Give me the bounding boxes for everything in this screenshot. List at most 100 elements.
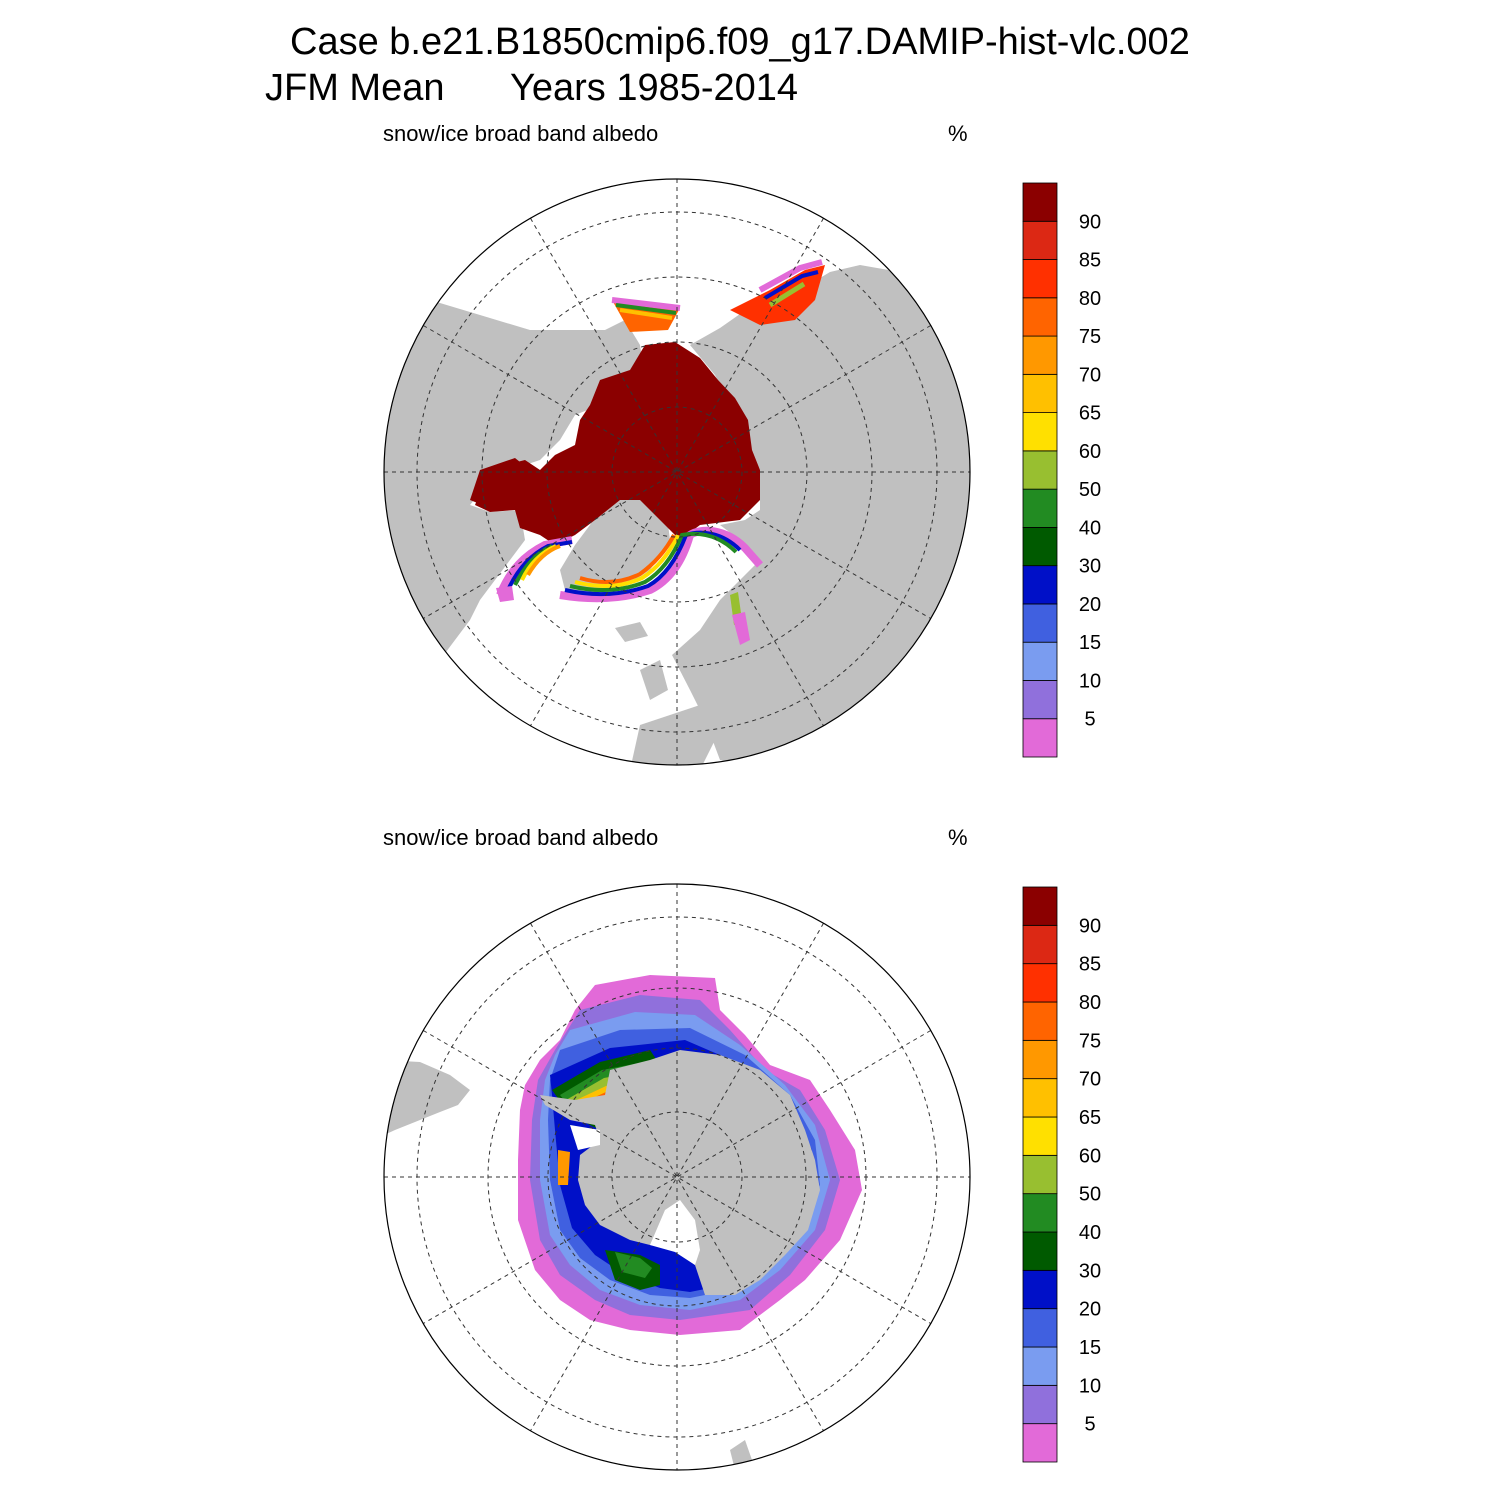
north-colorbar-tick-label: 40 <box>1079 517 1101 539</box>
british-isles-land <box>640 660 668 700</box>
barents-band-80 <box>579 534 676 585</box>
south-graticule <box>384 884 970 1470</box>
south-colorbar-tick-label: 40 <box>1079 1222 1101 1244</box>
barents-band-60 <box>574 534 680 589</box>
south-colorbar: 5 10 15 20 30 40 50 60 65 70 75 80 85 90 <box>1022 886 1101 1463</box>
south-colorbar-swatch <box>1022 1001 1058 1041</box>
barents-band-5 <box>559 526 763 603</box>
north-colorbar-swatch <box>1022 373 1058 414</box>
ross-ice-50 <box>615 1252 652 1278</box>
bering-band-70 <box>619 308 673 320</box>
barents-band-50 <box>569 531 738 593</box>
north-colorbar-tick-label: 80 <box>1079 288 1101 310</box>
north-colorbar-tick-label: 75 <box>1079 326 1101 348</box>
south-colorbar-tick-label: 15 <box>1079 1337 1101 1359</box>
south-colorbar-swatch <box>1022 1346 1058 1386</box>
north-land <box>384 265 970 765</box>
okhotsk-band-5 <box>758 259 823 293</box>
ross-ice-shelf <box>650 1200 700 1265</box>
north-colorbar-tick-label: 90 <box>1079 211 1101 233</box>
south-colorbar-swatch <box>1022 1193 1058 1233</box>
south-colorbar-swatch <box>1022 1269 1058 1310</box>
north-america-land <box>384 300 645 700</box>
north-colorbar-swatch <box>1022 297 1058 337</box>
south-sea-ice <box>518 975 862 1335</box>
north-colorbar-swatch <box>1022 412 1058 452</box>
bellingshausen-ice-75 <box>558 1150 570 1185</box>
okhotsk-band-30 <box>763 270 819 300</box>
north-colorbar-swatch <box>1022 641 1058 681</box>
south-colorbar-swatch <box>1022 1116 1058 1156</box>
okhotsk-ice <box>730 265 825 325</box>
north-colorbar-swatch <box>1022 220 1058 260</box>
south-colorbar-swatch <box>1022 1384 1058 1425</box>
st-lawrence-ice <box>496 586 514 602</box>
okhotsk-band-60 <box>768 281 806 308</box>
south-panel-variable: snow/ice broad band albedo <box>383 825 659 850</box>
antarctica-land <box>540 1050 820 1295</box>
ronne-ice-shelf <box>570 1125 600 1150</box>
north-colorbar-swatch <box>1022 718 1058 758</box>
north-colorbar-swatch <box>1022 182 1058 222</box>
north-colorbar-tick-label: 85 <box>1079 250 1101 272</box>
north-panel-variable: snow/ice broad band albedo <box>383 121 659 146</box>
north-panel-units: % <box>948 121 968 146</box>
south-colorbar-tick-label: 75 <box>1079 1030 1101 1052</box>
north-colorbar-tick-label: 5 <box>1084 709 1095 731</box>
north-colorbar-tick-label: 60 <box>1079 441 1101 463</box>
south-colorbar-tick-label: 5 <box>1084 1414 1095 1436</box>
north-colorbar: 5 10 15 20 30 40 50 60 65 70 75 80 85 90 <box>1022 182 1101 758</box>
south-colorbar-tick-label: 90 <box>1079 915 1101 937</box>
north-colorbar-tick-label: 70 <box>1079 364 1101 386</box>
north-colorbar-swatch <box>1022 259 1058 299</box>
title-case: Case b.e21.B1850cmip6.f09_g17.DAMIP-hist… <box>290 21 1190 63</box>
europe-land <box>630 705 720 765</box>
iceland-land <box>615 622 648 642</box>
hudson-bay-ice <box>470 458 530 508</box>
north-colorbar-swatch <box>1022 450 1058 490</box>
north-colorbar-swatch <box>1022 488 1058 528</box>
south-colorbar-swatch <box>1022 1039 1058 1080</box>
north-colorbar-swatch <box>1022 335 1058 375</box>
south-colorbar-tick-label: 70 <box>1079 1069 1101 1091</box>
north-graticule <box>384 179 970 765</box>
north-colorbar-swatch <box>1022 603 1058 643</box>
title-season: JFM Mean <box>265 67 445 109</box>
south-polar-map <box>383 883 971 1471</box>
bering-band-5 <box>611 297 681 311</box>
south-colorbar-tick-label: 65 <box>1079 1107 1101 1129</box>
north-colorbar-tick-label: 20 <box>1079 594 1101 616</box>
south-colorbar-tick-label: 10 <box>1079 1375 1101 1397</box>
north-colorbar-tick-label: 30 <box>1079 556 1101 578</box>
scandinavia-land <box>700 580 765 675</box>
north-colorbar-tick-label: 15 <box>1079 632 1101 654</box>
north-sea-ice <box>470 259 825 645</box>
labrador-band-75 <box>526 544 561 577</box>
south-america-land <box>384 1060 470 1135</box>
south-panel-units: % <box>948 825 968 850</box>
north-colorbar-swatch <box>1022 680 1058 720</box>
barents-band-30 <box>564 530 742 597</box>
south-colorbar-tick-label: 30 <box>1079 1260 1101 1282</box>
north-map-border <box>383 178 971 766</box>
south-colorbar-swatch <box>1022 963 1058 1003</box>
north-colorbar-swatch <box>1022 527 1058 567</box>
title-years: Years 1985-2014 <box>510 67 799 109</box>
south-colorbar-tick-label: 50 <box>1079 1184 1101 1206</box>
south-colorbar-swatch <box>1022 1154 1058 1195</box>
north-colorbar-tick-label: 10 <box>1079 670 1101 692</box>
north-colorbar-tick-label: 50 <box>1079 479 1101 501</box>
arctic-ice-core <box>475 342 760 545</box>
south-colorbar-swatch <box>1022 886 1058 926</box>
north-colorbar-tick-label: 65 <box>1079 403 1101 425</box>
south-colorbar-tick-label: 20 <box>1079 1299 1101 1321</box>
south-colorbar-swatch <box>1022 1423 1058 1463</box>
bering-band-50 <box>615 303 677 315</box>
south-colorbar-tick-label: 60 <box>1079 1145 1101 1167</box>
south-colorbar-swatch <box>1022 1078 1058 1118</box>
south-map-border <box>383 883 971 1471</box>
south-colorbar-swatch <box>1022 1308 1058 1348</box>
south-colorbar-tick-label: 85 <box>1079 954 1101 976</box>
south-colorbar-swatch <box>1022 1231 1058 1271</box>
